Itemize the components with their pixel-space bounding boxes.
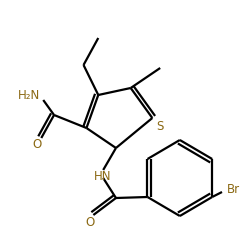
Text: Br: Br [227,183,240,195]
Text: HN: HN [94,169,111,183]
Text: O: O [86,215,95,228]
Text: O: O [33,138,42,150]
Text: H₂N: H₂N [18,88,40,102]
Text: S: S [156,120,164,132]
